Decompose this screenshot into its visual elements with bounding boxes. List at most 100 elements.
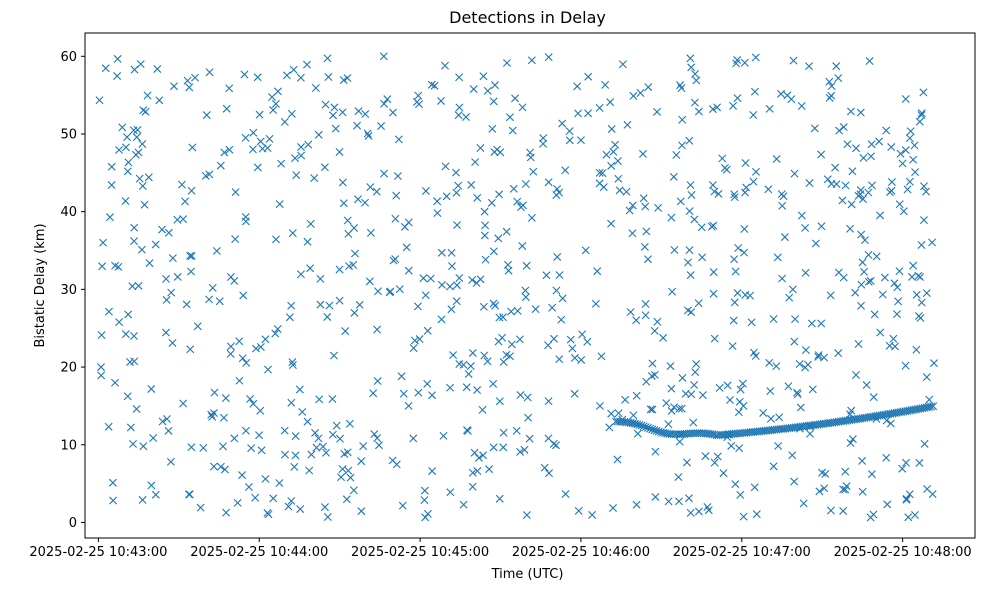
clutter-point bbox=[827, 91, 836, 100]
clutter-point bbox=[107, 181, 116, 190]
clutter-point bbox=[488, 124, 497, 133]
clutter-point bbox=[130, 357, 139, 366]
clutter-point bbox=[669, 172, 678, 181]
clutter-point bbox=[271, 329, 280, 338]
clutter-point bbox=[801, 268, 810, 277]
clutter-point bbox=[846, 439, 855, 448]
clutter-point bbox=[339, 199, 348, 208]
clutter-point bbox=[280, 117, 289, 126]
clutter-point bbox=[399, 389, 408, 398]
track-point bbox=[643, 423, 652, 432]
clutter-point bbox=[275, 479, 284, 488]
clutter-point bbox=[691, 69, 700, 78]
clutter-point bbox=[690, 381, 699, 389]
clutter-point bbox=[898, 464, 907, 473]
clutter-point bbox=[638, 149, 647, 158]
clutter-point bbox=[372, 187, 381, 196]
clutter-point bbox=[335, 265, 344, 274]
clutter-point bbox=[848, 435, 857, 444]
clutter-point bbox=[685, 246, 694, 255]
clutter-point bbox=[883, 500, 892, 509]
clutter-point bbox=[795, 359, 804, 368]
clutter-point bbox=[826, 506, 835, 515]
clutter-point bbox=[185, 490, 194, 499]
clutter-point bbox=[672, 151, 681, 159]
clutter-point bbox=[173, 272, 182, 281]
clutter-point bbox=[561, 489, 570, 498]
clutter-point bbox=[814, 352, 823, 361]
track-point bbox=[927, 402, 936, 411]
clutter-point bbox=[893, 283, 902, 292]
clutter-point bbox=[373, 377, 382, 386]
clutter-point bbox=[558, 119, 567, 128]
clutter-point bbox=[522, 511, 531, 520]
clutter-point bbox=[740, 58, 749, 67]
clutter-point bbox=[131, 150, 140, 159]
clutter-point bbox=[896, 149, 905, 158]
clutter-point bbox=[922, 289, 931, 298]
clutter-point bbox=[357, 507, 366, 516]
clutter-point bbox=[219, 413, 228, 422]
clutter-point bbox=[615, 186, 624, 195]
track-point bbox=[639, 422, 648, 431]
clutter-point bbox=[733, 94, 742, 103]
clutter-point bbox=[827, 179, 836, 188]
clutter-point bbox=[476, 275, 485, 284]
clutter-point bbox=[377, 122, 386, 131]
clutter-point bbox=[335, 296, 344, 305]
clutter-point bbox=[257, 446, 266, 455]
clutter-point bbox=[483, 357, 492, 366]
clutter-point bbox=[95, 96, 104, 105]
clutter-point bbox=[397, 372, 406, 381]
clutter-point bbox=[787, 95, 796, 104]
x-tick-label: 2025-02-25 10:43:00 bbox=[29, 545, 167, 560]
clutter-point bbox=[388, 108, 397, 117]
clutter-point bbox=[911, 168, 920, 177]
clutter-point bbox=[445, 282, 454, 291]
clutter-point bbox=[664, 420, 673, 429]
clutter-point bbox=[625, 206, 634, 215]
clutter-point bbox=[123, 167, 132, 176]
clutter-point bbox=[363, 129, 372, 138]
clutter-point bbox=[626, 308, 635, 317]
clutter-point bbox=[852, 144, 861, 153]
clutter-point bbox=[196, 503, 205, 512]
clutter-point bbox=[826, 291, 835, 300]
clutter-point bbox=[135, 174, 144, 183]
clutter-point bbox=[811, 239, 820, 248]
clutter-point bbox=[687, 63, 696, 72]
clutter-point bbox=[130, 237, 139, 246]
clutter-point bbox=[677, 84, 686, 93]
clutter-point bbox=[289, 65, 298, 74]
clutter-point bbox=[161, 328, 170, 337]
clutter-point bbox=[320, 163, 329, 172]
clutter-point bbox=[143, 91, 152, 100]
clutter-point bbox=[775, 413, 784, 422]
clutter-point bbox=[145, 259, 154, 268]
clutter-point bbox=[838, 196, 847, 205]
y-tick-label: 10 bbox=[60, 438, 77, 453]
clutter-point bbox=[609, 504, 618, 513]
clutter-point bbox=[765, 358, 774, 367]
clutter-point bbox=[922, 187, 931, 196]
clutter-point bbox=[221, 394, 230, 403]
clutter-point bbox=[291, 154, 300, 163]
clutter-point bbox=[215, 297, 224, 306]
clutter-point bbox=[280, 426, 289, 435]
clutter-point bbox=[504, 266, 513, 275]
clutter-point bbox=[473, 386, 482, 395]
clutter-point bbox=[917, 111, 926, 120]
clutter-point bbox=[476, 144, 485, 152]
clutter-point bbox=[310, 174, 319, 183]
clutter-point bbox=[464, 369, 473, 378]
clutter-point bbox=[784, 382, 793, 391]
clutter-point bbox=[901, 94, 910, 103]
clutter-point bbox=[468, 348, 477, 357]
clutter-point bbox=[495, 397, 504, 406]
y-tick-label: 60 bbox=[60, 50, 77, 65]
clutter-point bbox=[555, 271, 564, 280]
clutter-point bbox=[925, 395, 934, 404]
chart-title: Detections in Delay bbox=[449, 8, 606, 27]
clutter-point bbox=[779, 192, 788, 201]
clutter-point bbox=[312, 443, 321, 452]
